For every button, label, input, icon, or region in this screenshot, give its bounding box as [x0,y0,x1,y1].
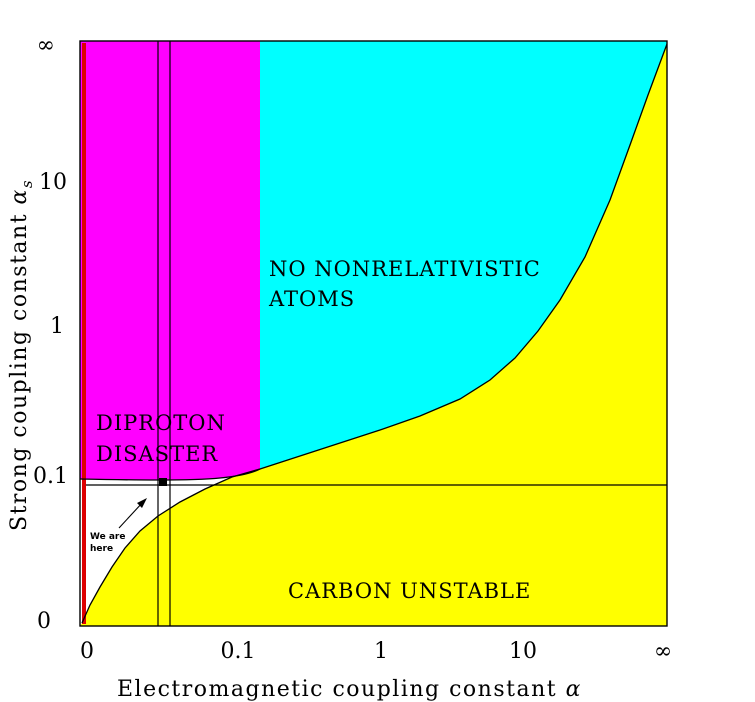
y-tick-label: 10 [39,170,67,195]
y-axis-title-text: Strong coupling constant [7,213,32,531]
no-nonrelativistic-atoms-region [260,41,667,469]
annotation-text-line1: We are [90,532,125,542]
region-label-diproton-line2: DISASTER [96,442,218,466]
x-axis-ticks: 0 0.1 1 10 ∞ [80,639,672,664]
region-label-carbon: CARBON UNSTABLE [288,579,531,603]
we-are-here-annotation: We are here [90,498,147,554]
y-axis-subscript: s [18,179,36,188]
unlabeled-white-region [80,469,260,626]
region-label-diproton-line1: DIPROTON [96,411,226,435]
x-axis-title: Electromagnetic coupling constant α [117,677,582,702]
annotation-text-line2: here [90,544,113,554]
carbon-unstable-region [80,44,667,626]
x-tick-label: 0.1 [221,639,256,664]
x-tick-label: 10 [509,639,537,664]
x-axis-symbol: α [566,677,582,702]
region-label-atoms-line2: ATOMS [268,287,355,311]
carbon-stability-boundary-curve [81,43,668,624]
x-axis-title-text: Electromagnetic coupling constant [117,677,557,702]
diproton-boundary-curve [79,468,261,481]
y-axis-symbol: α [7,188,32,204]
y-axis-title: Strong coupling constant αs [7,179,36,531]
plot-frame [79,40,668,627]
x-tick-label: ∞ [654,639,672,664]
we-are-here-marker [159,478,167,486]
y-axis-ticks: 0 0.1 1 10 ∞ [33,33,68,634]
y-tick-label: 0.1 [33,464,68,489]
y-tick-label: 1 [50,314,64,339]
x-tick-label: 0 [80,639,94,664]
alpha-zero-edge-band [82,43,86,624]
x-tick-label: 1 [374,639,388,664]
region-label-atoms-line1: NO NONRELATIVISTIC [269,257,541,281]
annotation-arrow [118,501,144,529]
annotation-arrowhead [137,498,147,508]
y-tick-label: 0 [37,609,51,634]
y-tick-label: ∞ [37,33,55,58]
